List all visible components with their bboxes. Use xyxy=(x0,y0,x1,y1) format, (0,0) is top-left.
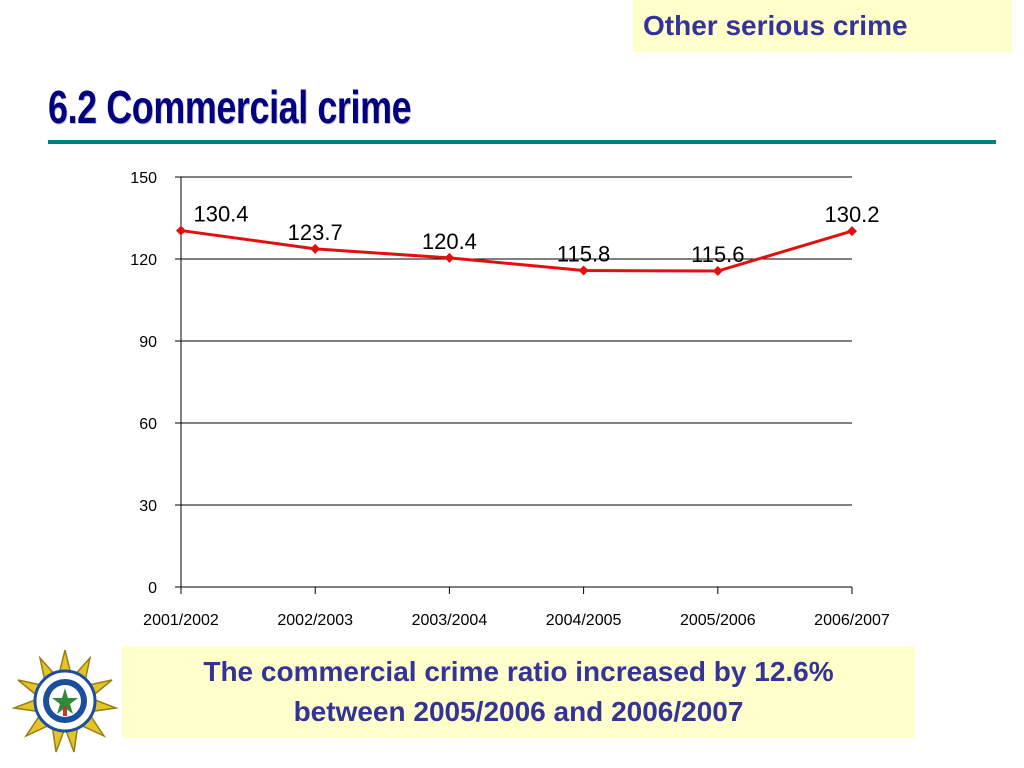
data-labels: 130.4 123.7 120.4 115.8 115.6 130.2 xyxy=(193,202,879,267)
line-chart: 0 30 60 90 120 150 2001/2002 2002/2003 2003/2004… xyxy=(130,170,890,629)
y-tick-label: 150 xyxy=(130,170,157,187)
data-label: 130.4 xyxy=(193,202,248,227)
data-label: 123.7 xyxy=(288,220,343,245)
data-point xyxy=(176,225,186,236)
x-tick-label: 2001/2002 xyxy=(143,612,219,629)
caption-line-1: The commercial crime ratio increased by … xyxy=(203,656,834,687)
y-tick-label: 90 xyxy=(139,334,157,351)
caption-line-2: between 2005/2006 and 2006/2007 xyxy=(293,696,744,727)
y-tick-label: 120 xyxy=(130,252,157,269)
data-label: 115.6 xyxy=(691,242,744,267)
x-tick-label: 2003/2004 xyxy=(412,612,488,629)
data-point xyxy=(847,226,857,237)
data-label: 130.2 xyxy=(824,202,879,227)
x-tick-label: 2005/2006 xyxy=(680,612,756,629)
data-label: 115.8 xyxy=(557,241,610,266)
data-point xyxy=(712,266,723,277)
title-divider xyxy=(48,140,996,144)
x-tick-label: 2002/2003 xyxy=(277,612,353,629)
y-tick-label: 0 xyxy=(148,580,157,597)
y-tick-label: 60 xyxy=(139,416,157,433)
x-tick-label: 2006/2007 xyxy=(814,612,890,629)
data-point xyxy=(578,265,589,276)
caption-box: The commercial crime ratio increased by … xyxy=(122,646,915,738)
data-label: 120.4 xyxy=(422,229,477,254)
category-label: Other serious crime xyxy=(633,0,1012,52)
y-tick-label: 30 xyxy=(139,498,157,515)
slide-title: 6.2 Commercial crime xyxy=(48,81,412,133)
x-tick-label: 2004/2005 xyxy=(546,612,622,629)
series xyxy=(176,225,857,277)
gridlines xyxy=(181,176,852,506)
axes: 0 30 60 90 120 150 2001/2002 2002/2003 2003/2004… xyxy=(130,170,890,629)
series-line xyxy=(180,229,853,273)
saps-star-badge-icon xyxy=(12,649,118,753)
data-point xyxy=(444,252,455,263)
data-point xyxy=(310,243,321,254)
